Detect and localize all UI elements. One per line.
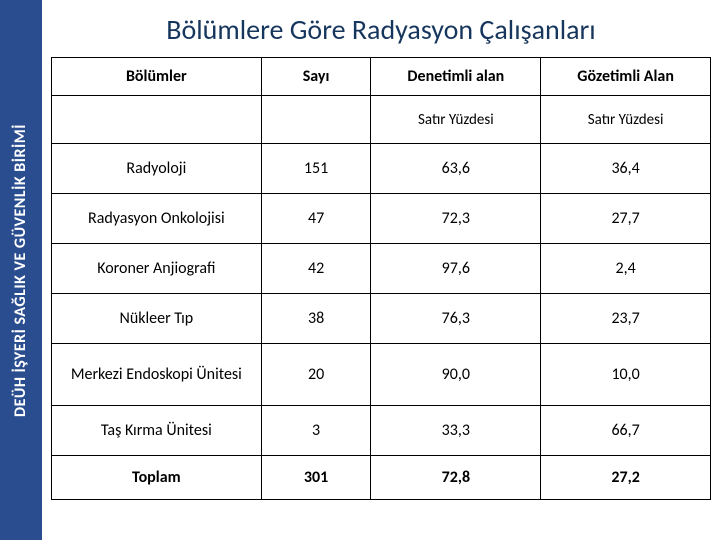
- total-label: Toplam: [52, 456, 262, 500]
- data-table: Bölümler Sayı Denetimli alan Gözetimli A…: [51, 57, 711, 500]
- total-controlled: 72,8: [371, 456, 541, 500]
- subheader-count: [261, 96, 371, 144]
- cell-dept: Radyoloji: [52, 144, 262, 194]
- page-title: Bölümlere Göre Radyasyon Çalışanları: [42, 0, 720, 57]
- cell-count: 20: [261, 344, 371, 406]
- cell-dept: Taş Kırma Ünitesi: [52, 406, 262, 456]
- cell-count: 47: [261, 194, 371, 244]
- sidebar-label: DEÜH İŞYERİ SAĞLIK VE GÜVENLİK BİRİMİ: [12, 123, 31, 416]
- total-supervised: 27,2: [541, 456, 711, 500]
- table-total-row: Toplam 301 72,8 27,2: [52, 456, 711, 500]
- subheader-supervised: Satır Yüzdesi: [541, 96, 711, 144]
- cell-dept: Radyasyon Onkolojisi: [52, 194, 262, 244]
- cell-dept: Koroner Anjiografi: [52, 244, 262, 294]
- table-row: Taş Kırma Ünitesi 3 33,3 66,7: [52, 406, 711, 456]
- subheader-controlled: Satır Yüzdesi: [371, 96, 541, 144]
- cell-count: 38: [261, 294, 371, 344]
- sidebar: DEÜH İŞYERİ SAĞLIK VE GÜVENLİK BİRİMİ: [0, 0, 42, 540]
- cell-controlled: 76,3: [371, 294, 541, 344]
- cell-controlled: 72,3: [371, 194, 541, 244]
- cell-count: 151: [261, 144, 371, 194]
- table-row: Koroner Anjiografi 42 97,6 2,4: [52, 244, 711, 294]
- total-count: 301: [261, 456, 371, 500]
- cell-dept: Merkezi Endoskopi Ünitesi: [52, 344, 262, 406]
- cell-controlled: 97,6: [371, 244, 541, 294]
- table-row: Radyasyon Onkolojisi 47 72,3 27,7: [52, 194, 711, 244]
- header-count: Sayı: [261, 58, 371, 96]
- cell-supervised: 36,4: [541, 144, 711, 194]
- cell-supervised: 27,7: [541, 194, 711, 244]
- cell-controlled: 63,6: [371, 144, 541, 194]
- table-row: Radyoloji 151 63,6 36,4: [52, 144, 711, 194]
- subheader-dept: [52, 96, 262, 144]
- cell-supervised: 2,4: [541, 244, 711, 294]
- cell-controlled: 33,3: [371, 406, 541, 456]
- cell-controlled: 90,0: [371, 344, 541, 406]
- header-dept: Bölümler: [52, 58, 262, 96]
- table-row: Merkezi Endoskopi Ünitesi 20 90,0 10,0: [52, 344, 711, 406]
- table-row: Nükleer Tıp 38 76,3 23,7: [52, 294, 711, 344]
- cell-supervised: 66,7: [541, 406, 711, 456]
- cell-count: 42: [261, 244, 371, 294]
- table-header: Bölümler Sayı Denetimli alan Gözetimli A…: [52, 58, 711, 144]
- table-body: Radyoloji 151 63,6 36,4 Radyasyon Onkolo…: [52, 144, 711, 500]
- cell-supervised: 23,7: [541, 294, 711, 344]
- content-area: Bölümlere Göre Radyasyon Çalışanları Böl…: [42, 0, 720, 540]
- cell-supervised: 10,0: [541, 344, 711, 406]
- header-controlled: Denetimli alan: [371, 58, 541, 96]
- header-supervised: Gözetimli Alan: [541, 58, 711, 96]
- cell-dept: Nükleer Tıp: [52, 294, 262, 344]
- cell-count: 3: [261, 406, 371, 456]
